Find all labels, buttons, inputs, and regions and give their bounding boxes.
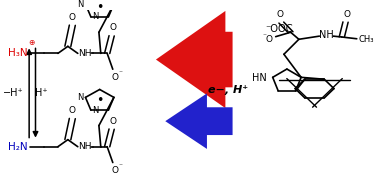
Text: ⊕: ⊕: [29, 38, 35, 47]
Text: ⁻: ⁻: [119, 68, 122, 77]
Text: −H⁺: −H⁺: [3, 88, 23, 98]
Text: O: O: [112, 166, 119, 175]
Text: NH: NH: [78, 142, 91, 151]
Text: O: O: [277, 10, 284, 19]
Text: N: N: [77, 93, 83, 102]
Text: H₃N: H₃N: [8, 48, 28, 58]
Text: NH: NH: [78, 49, 91, 58]
Text: •: •: [96, 1, 103, 14]
Text: N: N: [92, 12, 99, 21]
Text: O: O: [112, 73, 119, 82]
Text: CH₃: CH₃: [358, 35, 374, 44]
Text: •: •: [96, 94, 103, 107]
Text: H₂N: H₂N: [8, 142, 28, 152]
Text: ⁻: ⁻: [119, 162, 122, 171]
Text: O: O: [265, 35, 273, 44]
Text: O: O: [69, 106, 76, 115]
Text: e−, H⁺: e−, H⁺: [208, 85, 248, 95]
Text: O: O: [343, 10, 350, 19]
Text: HN: HN: [252, 73, 267, 83]
Text: O: O: [69, 13, 76, 22]
Text: H⁺: H⁺: [35, 88, 47, 98]
Text: ⁻: ⁻: [262, 31, 266, 40]
Text: N: N: [77, 0, 83, 9]
Text: O: O: [110, 117, 117, 126]
Text: NH: NH: [319, 30, 334, 40]
Text: ⁻OOC: ⁻OOC: [265, 24, 293, 34]
Text: O: O: [110, 23, 117, 32]
Text: N: N: [92, 106, 99, 115]
